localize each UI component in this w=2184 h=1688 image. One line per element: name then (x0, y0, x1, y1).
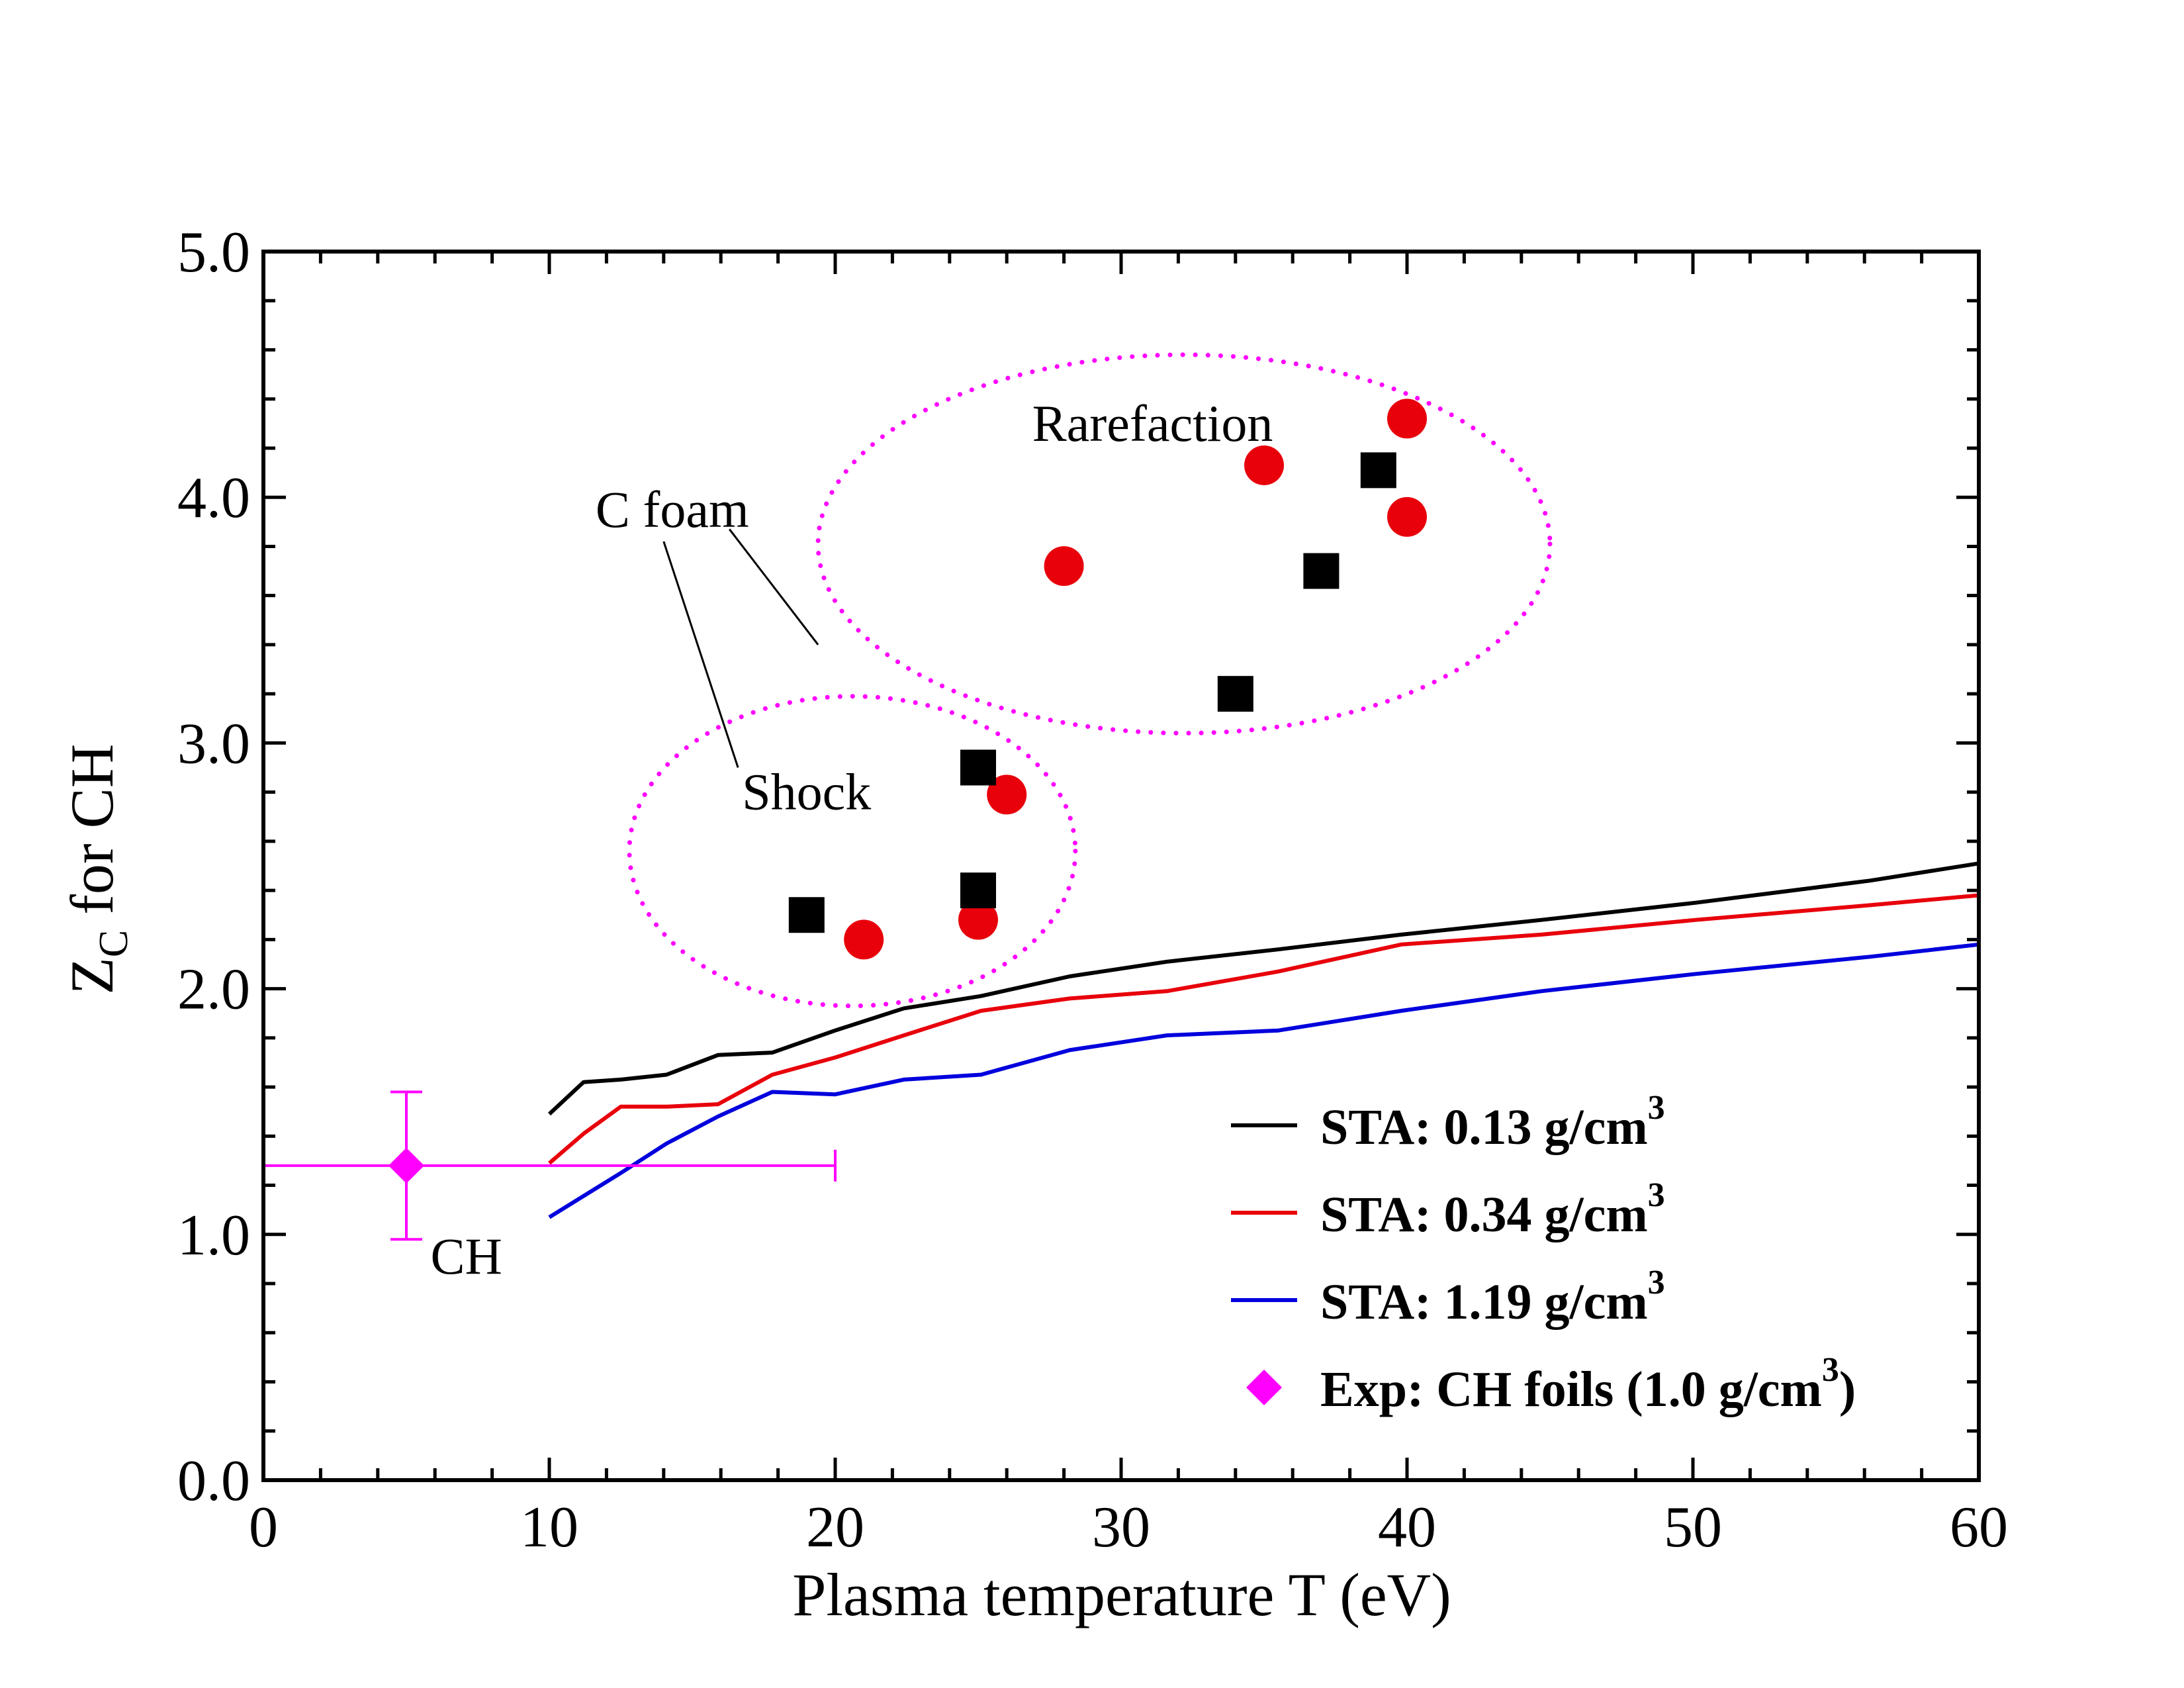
circle-marker-2 (958, 900, 998, 940)
axes-frame (261, 250, 1981, 1482)
x-tick-labels: 0 10 20 30 40 50 60 (249, 1495, 2008, 1560)
ellipse-shock (627, 694, 1078, 1009)
legend-label-sup: 3 (1648, 1176, 1665, 1214)
legend-entry-2: STA: 0.34 g/cm3 (1231, 1176, 1665, 1243)
y-tick-label: 3.0 (177, 712, 250, 776)
circle-marker-1 (844, 919, 884, 960)
y-tick-label: 1.0 (177, 1203, 250, 1268)
x-tick-label: 60 (1950, 1495, 2008, 1560)
rarefaction-label: Rarefaction (1032, 395, 1273, 452)
legend-entry-3: STA: 1.19 g/cm3 (1231, 1264, 1665, 1330)
cluster-ellipses (627, 352, 1553, 1009)
ch-point-label: CH (431, 1227, 502, 1285)
series-line-2 (548, 893, 1979, 1165)
circle-marker-3 (987, 774, 1027, 815)
legend-label-text: Exp: CH foils (1.0 g/cm (1320, 1362, 1822, 1417)
y-tick-label: 5.0 (177, 220, 250, 285)
circle-marker-4 (1044, 546, 1084, 586)
y-tick-labels: 0.0 1.0 2.0 3.0 4.0 5.0 (177, 220, 250, 1513)
annotations: Shock Rarefaction C foam CH (431, 395, 1273, 1285)
square-marker-4 (1217, 676, 1253, 712)
legend-entry-1: STA: 0.13 g/cm3 (1231, 1089, 1665, 1155)
legend-label-sup: 3 (1648, 1264, 1665, 1301)
circle-marker-6 (1387, 399, 1427, 439)
scatter-markers (788, 399, 1427, 960)
circle-marker-7 (1387, 496, 1427, 537)
experiment-diamond-marker (388, 1147, 424, 1184)
x-tick-label: 20 (806, 1495, 864, 1560)
y-axis-label-sub: C (91, 930, 136, 957)
series-line-1 (547, 861, 1979, 1116)
y-tick-label: 0.0 (177, 1449, 250, 1513)
x-tick-label: 0 (249, 1495, 278, 1560)
ellipse-rarefaction (815, 352, 1553, 736)
y-axis-label-rest: for CH (58, 744, 126, 930)
legend-label-text: STA: 0.34 g/cm (1320, 1187, 1648, 1243)
x-tick-label: 50 (1664, 1495, 1722, 1560)
square-marker-1 (788, 897, 825, 933)
c-foam-pointer-2 (662, 541, 739, 768)
legend-label-text: STA: 1.19 g/cm (1320, 1274, 1648, 1330)
legend-label: Exp: CH foils (1.0 g/cm3) (1320, 1351, 1856, 1417)
legend-entry-4: Exp: CH foils (1.0 g/cm3) (1246, 1351, 1856, 1417)
x-tick-label: 40 (1378, 1495, 1436, 1560)
c-foam-pointer-1 (728, 528, 819, 645)
legend-label: STA: 1.19 g/cm3 (1320, 1264, 1665, 1330)
series-line-3 (548, 942, 1979, 1219)
legend-label-sup: 3 (1648, 1089, 1665, 1127)
square-marker-2 (960, 872, 996, 909)
square-marker-5 (1303, 553, 1340, 589)
x-tick-label: 10 (520, 1495, 578, 1560)
circle-marker-5 (1244, 445, 1284, 485)
legend-label: STA: 0.13 g/cm3 (1320, 1089, 1665, 1155)
legend-label-text: STA: 0.13 g/cm (1320, 1100, 1648, 1155)
shock-label: Shock (742, 763, 871, 821)
legend-label: STA: 0.34 g/cm3 (1320, 1176, 1665, 1243)
legend-label-suffix: ) (1839, 1362, 1856, 1417)
y-tick-label: 4.0 (177, 466, 250, 530)
experiment-point-group (263, 1090, 837, 1241)
square-marker-6 (1360, 452, 1396, 489)
c-foam-label: C foam (596, 481, 749, 538)
series-lines (547, 861, 1979, 1219)
legend-swatch-diamond (1246, 1370, 1282, 1405)
square-marker-3 (960, 749, 996, 786)
legend-label-sup: 3 (1822, 1351, 1839, 1389)
y-axis-label-main: Z (58, 957, 126, 994)
x-tick-label: 30 (1092, 1495, 1150, 1560)
x-axis-label: Plasma temperature T (eV) (792, 1561, 1451, 1628)
y-tick-label: 2.0 (177, 958, 250, 1022)
y-axis-label: ZC for CH (58, 744, 136, 995)
